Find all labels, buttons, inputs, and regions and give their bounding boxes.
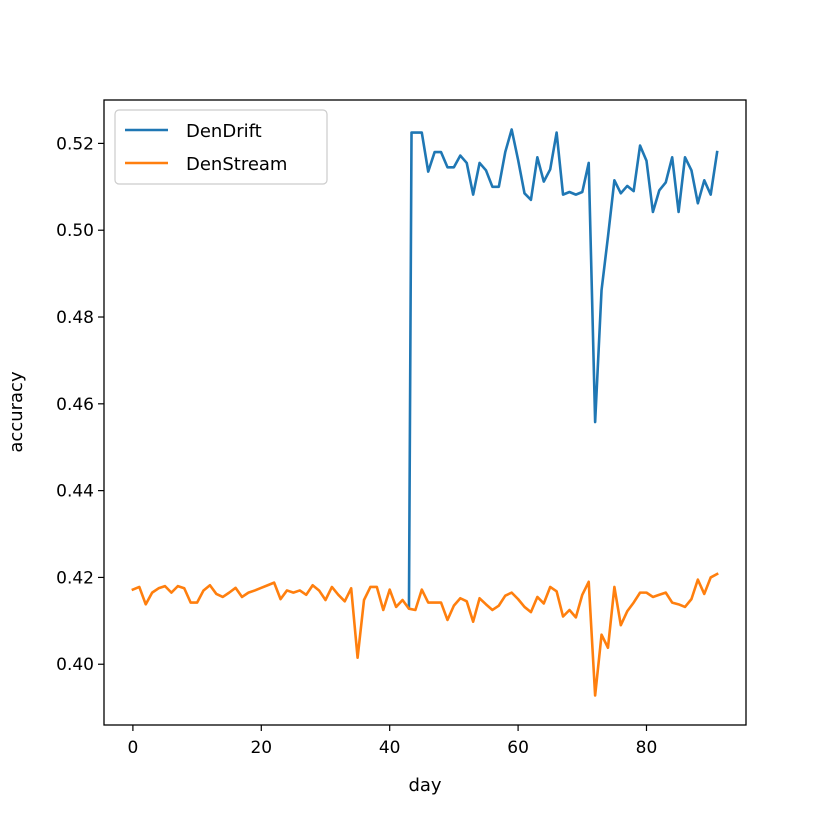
y-tick-label: 0.50 <box>56 221 94 241</box>
y-tick-label: 0.42 <box>56 568 94 588</box>
y-tick-label: 0.40 <box>56 655 94 675</box>
plot-frame <box>103 99 747 726</box>
x-tick-label: 80 <box>636 738 658 758</box>
y-tick-label: 0.46 <box>56 395 94 415</box>
y-axis: 0.40 0.42 0.44 0.46 0.48 0.50 0.52 <box>56 134 104 675</box>
x-axis-label: day <box>408 775 441 796</box>
x-axis: 0 20 40 60 80 <box>127 725 657 758</box>
x-tick-label: 60 <box>507 738 529 758</box>
y-axis-label: accuracy <box>6 371 27 453</box>
y-tick-label: 0.52 <box>56 134 94 154</box>
y-tick-label: 0.44 <box>56 482 94 502</box>
plot-area <box>131 128 719 697</box>
series-line-denstream <box>131 572 719 697</box>
legend-label-dendrift: DenDrift <box>186 121 262 142</box>
legend: DenDrift DenStream <box>114 109 328 185</box>
legend-label-denstream: DenStream <box>186 154 287 175</box>
x-tick-label: 0 <box>127 738 138 758</box>
x-tick-label: 40 <box>379 738 401 758</box>
series-line-dendrift <box>407 128 719 610</box>
legend-box <box>114 109 328 185</box>
y-tick-label: 0.48 <box>56 308 94 328</box>
x-tick-label: 20 <box>250 738 272 758</box>
